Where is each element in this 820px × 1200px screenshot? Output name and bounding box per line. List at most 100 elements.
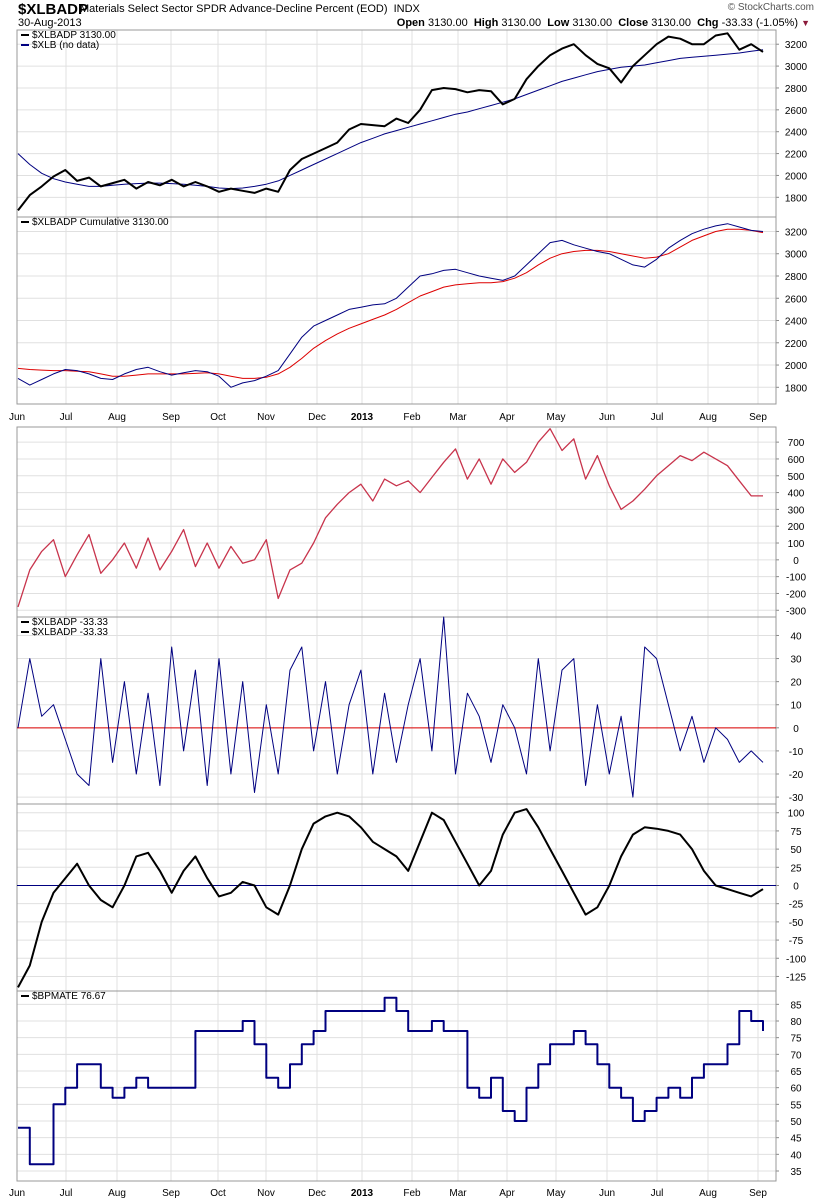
stockcharts-brand: © StockCharts.com — [728, 2, 814, 13]
y-tick-label: 60 — [790, 1084, 802, 1095]
ohlc-item: Chg -33.33 (-1.05%) — [697, 17, 798, 29]
y-tick-label: 1800 — [785, 383, 808, 394]
y-tick-label: 70 — [790, 1050, 802, 1061]
ohlc-value: 3130.00 — [651, 17, 691, 29]
legend-label: $XLBADP Cumulative 3130.00 — [32, 217, 169, 228]
x-axis: Jun Jul Aug Sep Oct Nov Dec 2013 Feb Mar Apr May Jun… — [9, 412, 767, 423]
chart-symbol: $XLBADP — [18, 1, 89, 18]
y-tick-label: 2600 — [785, 106, 808, 117]
y-tick-label: -10 — [789, 747, 804, 758]
y-tick-label: 2400 — [785, 317, 808, 328]
y-tick-label: 40 — [790, 1150, 802, 1161]
y-tick-label: 2600 — [785, 294, 808, 305]
bpmate-panel: 35 40 45 50 55 60 65 70 75 80 85 $BPMATE 76.67 — [16, 990, 802, 1182]
y-tick-label: -25 — [789, 900, 804, 911]
x-tick-label: Apr — [499, 1188, 515, 1199]
y-tick-label: 100 — [788, 809, 805, 820]
series-line — [17, 49, 764, 190]
x-tick-label: Jun — [599, 412, 615, 423]
x-tick-label: Feb — [403, 1188, 421, 1199]
legend-label: $XLBADP -33.33 — [32, 617, 108, 628]
y-tick-label: -75 — [789, 936, 804, 947]
y-tick-label: 400 — [788, 489, 805, 500]
y-tick-label: -30 — [789, 793, 804, 804]
ohlc-value: 3130.00 — [427, 17, 468, 29]
price-panel: 1800 2000 2200 2400 2600 2800 3000 3200 $XLBADP … — [16, 29, 808, 218]
y-tick-label: 75 — [790, 1034, 802, 1045]
x-tick-label: Aug — [699, 412, 717, 423]
y-tick-label: 2000 — [785, 361, 808, 372]
y-tick-label: 600 — [788, 455, 805, 466]
series-line — [17, 808, 764, 988]
panel-frame — [16, 616, 777, 805]
y-tick-label: 2200 — [785, 150, 808, 161]
y-tick-label: 0 — [793, 724, 799, 735]
momentum-panel: -125 -100 -75 -50 -25 0 25 50 75 100 — [16, 803, 806, 992]
y-tick-label: 500 — [788, 472, 805, 483]
ohlc-bar: Open 3130.00 High 3130.00 Low 3130.00 Cl… — [397, 17, 810, 29]
x-tick-label: Mar — [449, 1188, 467, 1199]
ohlc-label: High — [473, 17, 499, 29]
x-tick-label: Aug — [108, 412, 126, 423]
y-tick-label: 45 — [790, 1134, 802, 1145]
chart-date: 30-Aug-2013 — [18, 17, 82, 29]
panel-frame — [16, 426, 777, 618]
x-tick-label: Dec — [308, 1188, 326, 1199]
y-tick-label: 200 — [788, 522, 805, 533]
panel-frame — [16, 216, 777, 405]
ohlc-label: Low — [547, 17, 570, 29]
ohlc-label: Close — [618, 17, 649, 29]
y-tick-label: 3000 — [785, 62, 808, 73]
y-tick-label: -300 — [786, 606, 806, 617]
panel-frame — [16, 803, 777, 992]
chart-description: Materials Select Sector SPDR Advance-Dec… — [80, 3, 420, 15]
y-tick-label: 50 — [790, 845, 802, 856]
x-axis: Jun Jul Aug Sep Oct Nov Dec 2013 Feb Mar Apr May Jun… — [9, 1188, 767, 1199]
y-tick-label: -125 — [786, 972, 806, 983]
y-tick-label: 35 — [790, 1167, 802, 1178]
chart-description-text: Materials Select Sector SPDR Advance-Dec… — [80, 3, 388, 15]
series-line — [17, 616, 764, 798]
cumulative-panel: 1800 2000 2200 2400 2600 2800 3000 3200 $XLBADP … — [16, 216, 808, 405]
y-tick-label: 2000 — [785, 171, 808, 182]
y-tick-label: 50 — [790, 1117, 802, 1128]
y-tick-label: 3200 — [785, 227, 808, 238]
y-tick-label: 700 — [788, 438, 805, 449]
ohlc-item: Open 3130.00 — [397, 17, 468, 29]
series-line — [17, 428, 763, 608]
legend-label: $BPMATE 76.67 — [32, 991, 106, 1002]
ohlc-value: 3130.00 — [572, 17, 613, 29]
y-tick-label: -20 — [789, 770, 804, 781]
legend-label: $XLBADP 3130.00 — [32, 30, 116, 41]
ohlc-value: 3130.00 — [501, 17, 542, 29]
x-tick-label: May — [547, 412, 566, 423]
ohlc-label: Open — [396, 17, 425, 29]
y-tick-label: 65 — [790, 1067, 802, 1078]
x-tick-label: Nov — [257, 1188, 275, 1199]
series-line — [18, 996, 764, 1166]
ohlc-item: Low 3130.00 — [547, 17, 612, 29]
chart-exchange: INDX — [393, 3, 420, 15]
x-tick-label: Apr — [499, 412, 515, 423]
x-tick-label: Jun — [9, 1188, 25, 1199]
x-tick-label: Sep — [162, 412, 180, 423]
x-tick-label: Oct — [210, 1188, 226, 1199]
x-tick-label: Jul — [651, 1188, 664, 1199]
series-line — [17, 228, 764, 379]
y-tick-label: 0 — [793, 556, 799, 567]
y-tick-label: 80 — [790, 1017, 802, 1028]
y-tick-label: 10 — [790, 701, 802, 712]
series-line — [17, 32, 764, 212]
panel-frame — [16, 29, 777, 218]
y-tick-label: 0 — [793, 881, 799, 892]
brand-text: © StockCharts.com — [727, 2, 814, 13]
y-tick-label: 300 — [788, 505, 805, 516]
y-tick-label: 85 — [790, 1000, 802, 1011]
x-tick-label: May — [547, 1188, 566, 1199]
series-line — [17, 223, 764, 388]
x-tick-label: Jul — [60, 412, 73, 423]
panel-frame — [16, 990, 777, 1182]
y-tick-label: -100 — [786, 954, 806, 965]
x-tick-label: Nov — [257, 412, 275, 423]
